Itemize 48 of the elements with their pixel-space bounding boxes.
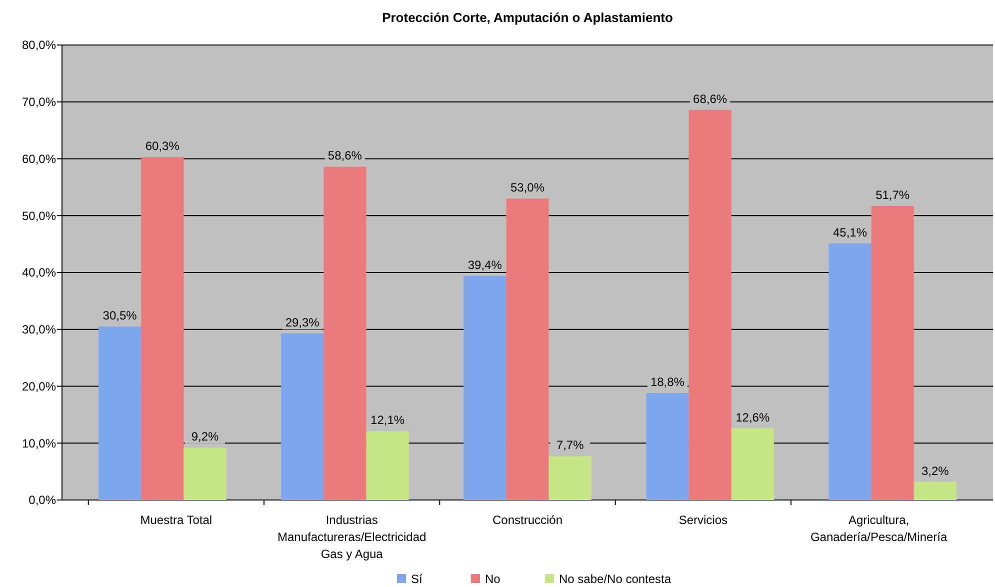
data-label: 3,2% — [922, 464, 950, 478]
bar — [828, 243, 872, 500]
data-label: 53,0% — [510, 180, 545, 195]
y-tick-label: 10,0% — [22, 436, 56, 450]
x-tick-label: Construcción — [492, 513, 563, 527]
y-tick-label: 40,0% — [22, 266, 56, 280]
bar — [281, 333, 324, 500]
bar — [184, 448, 226, 500]
x-tick-label: Industrias Manufactureras/Electricidad Gas y Agua — [277, 513, 426, 561]
legend-label: No sabe/No contesta — [559, 572, 672, 586]
y-tick-label: 20,0% — [22, 379, 56, 394]
bar — [324, 166, 366, 500]
data-label: 12,6% — [736, 410, 770, 424]
data-label: 29,3% — [285, 315, 320, 330]
data-label: 18,8% — [650, 375, 685, 390]
y-tick-label: 50,0% — [22, 208, 56, 223]
data-label: 51,7% — [876, 188, 910, 202]
x-tick-label: Muestra Total — [140, 513, 212, 527]
bar — [914, 482, 956, 500]
bar — [688, 110, 732, 500]
bar — [464, 276, 506, 500]
x-tick-label: Servicios — [678, 513, 728, 527]
y-tick-label: 0,0% — [28, 493, 56, 508]
bar — [98, 326, 142, 500]
x-tick-label: Agricultura, Ganadería/Pesca/Minería — [810, 513, 948, 544]
bar — [646, 393, 689, 500]
data-label: 12,1% — [370, 413, 405, 428]
bar — [366, 431, 409, 500]
data-label: 58,6% — [328, 148, 362, 163]
data-label: 68,6% — [693, 92, 728, 106]
chart-title: Protección Corte, Amputación o Aplastamiento — [382, 10, 673, 25]
y-tick-label: 70,0% — [22, 95, 56, 110]
legend-label: Sí — [411, 572, 424, 586]
y-tick-label: 80,0% — [22, 38, 56, 52]
data-label: 45,1% — [832, 225, 868, 240]
data-label: 39,4% — [468, 258, 502, 272]
data-label: 9,2% — [191, 430, 219, 444]
bar — [141, 157, 184, 500]
y-tick-label: 30,0% — [22, 322, 56, 337]
y-tick-label: 60,0% — [22, 152, 56, 166]
data-label: 30,5% — [102, 308, 138, 323]
bar — [548, 456, 592, 500]
bar — [506, 198, 549, 500]
legend-label: No — [485, 572, 501, 586]
bar — [871, 206, 914, 500]
data-label: 60,3% — [145, 139, 180, 154]
data-label: 7,7% — [556, 438, 584, 452]
bar — [731, 428, 774, 500]
